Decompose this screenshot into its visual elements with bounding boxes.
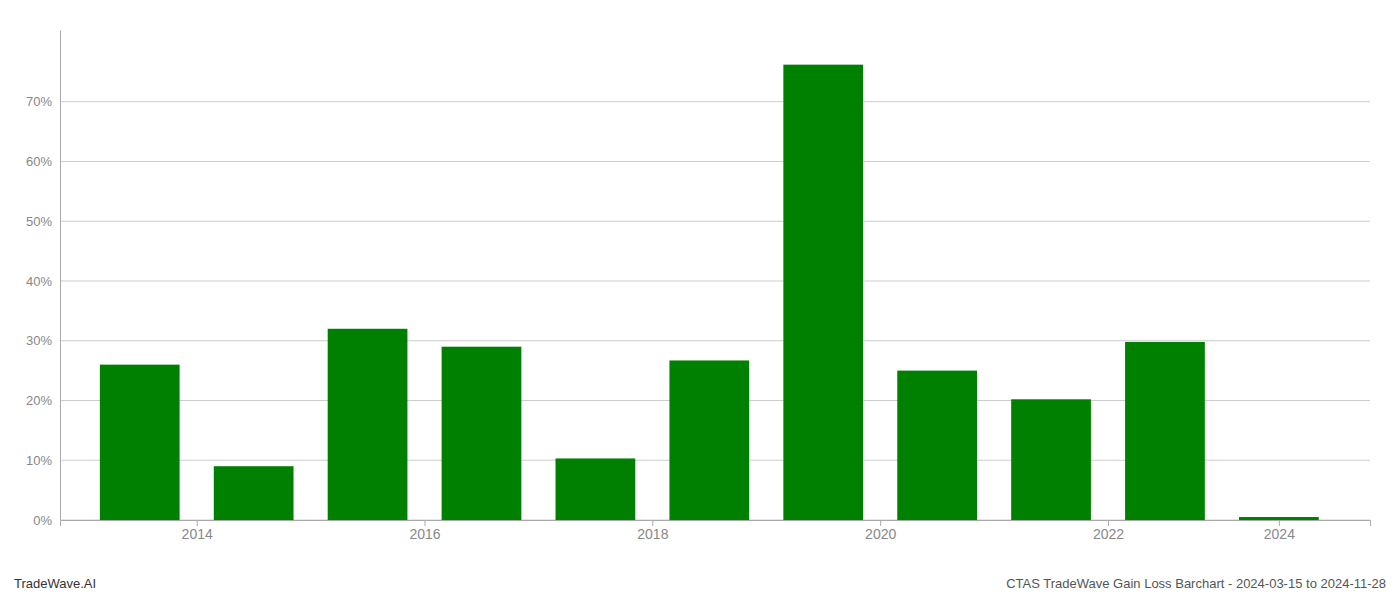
grid <box>60 102 1370 520</box>
y-tick-label: 50% <box>26 214 52 229</box>
y-tick-label: 0% <box>33 513 52 528</box>
x-tick: 2014 <box>182 520 213 542</box>
x-tick: 2018 <box>637 520 668 542</box>
bar <box>897 371 977 520</box>
x-tick: 2022 <box>1093 520 1124 542</box>
y-tick-label: 10% <box>26 453 52 468</box>
grid-line <box>60 340 1370 341</box>
bar <box>1239 517 1319 520</box>
y-tick: 20% <box>26 393 60 408</box>
x-tick: 2016 <box>409 520 440 542</box>
y-tick: 40% <box>26 274 60 289</box>
y-tick-label: 20% <box>26 393 52 408</box>
x-axis: 2014 2016 2018 2020 2022 2024 <box>61 520 1371 542</box>
bar <box>556 458 636 520</box>
chart-container: 2014 2016 2018 2020 2022 2024 0% 10% 20% 30% 40% 50… <box>0 0 1400 600</box>
y-tick: 70% <box>26 94 60 109</box>
bars <box>100 65 1319 520</box>
x-tick: 2020 <box>865 520 896 542</box>
chart-svg: 2014 2016 2018 2020 2022 2024 0% 10% 20% 30% 40% 50… <box>0 0 1400 600</box>
bar <box>1125 342 1205 520</box>
annotation: TradeWave.AI <box>14 576 96 591</box>
y-tick: 0% <box>33 513 60 528</box>
x-tick: 2024 <box>1264 520 1295 542</box>
y-tick: 30% <box>26 333 60 348</box>
grid-line <box>60 161 1370 162</box>
grid-line <box>60 221 1370 222</box>
x-tick-label: 2022 <box>1093 526 1124 542</box>
title: CTAS TradeWave Gain Loss Barchart - 2024… <box>1006 576 1386 591</box>
y-tick-label: 30% <box>26 333 52 348</box>
y-tick-label: 60% <box>26 154 52 169</box>
y-tick: 10% <box>26 453 60 468</box>
grid-line <box>60 101 1370 102</box>
footer: TradeWave.AI CTAS TradeWave Gain Loss Bar… <box>14 576 1386 591</box>
bar <box>783 65 863 520</box>
bar <box>669 360 749 520</box>
x-tick-label: 2020 <box>865 526 896 542</box>
y-tick: 50% <box>26 214 60 229</box>
plot-area: 2014 2016 2018 2020 2022 2024 0% 10% 20% 30% 40% 50… <box>26 31 1371 542</box>
y-axis-line <box>60 31 61 521</box>
x-tick-label: 2016 <box>409 526 440 542</box>
y-axis: 0% 10% 20% 30% 40% 50% 60% 70% <box>26 31 61 528</box>
x-tick-label: 2014 <box>182 526 213 542</box>
x-axis-line <box>61 521 1371 527</box>
y-tick: 60% <box>26 154 60 169</box>
x-tick-label: 2018 <box>637 526 668 542</box>
bar <box>214 466 294 520</box>
bar <box>100 365 180 520</box>
bar <box>1011 399 1091 520</box>
y-tick-label: 70% <box>26 94 52 109</box>
grid-line <box>60 280 1370 281</box>
x-tick-label: 2024 <box>1264 526 1295 542</box>
bar <box>442 347 522 520</box>
bar <box>328 329 408 520</box>
y-tick-label: 40% <box>26 274 52 289</box>
